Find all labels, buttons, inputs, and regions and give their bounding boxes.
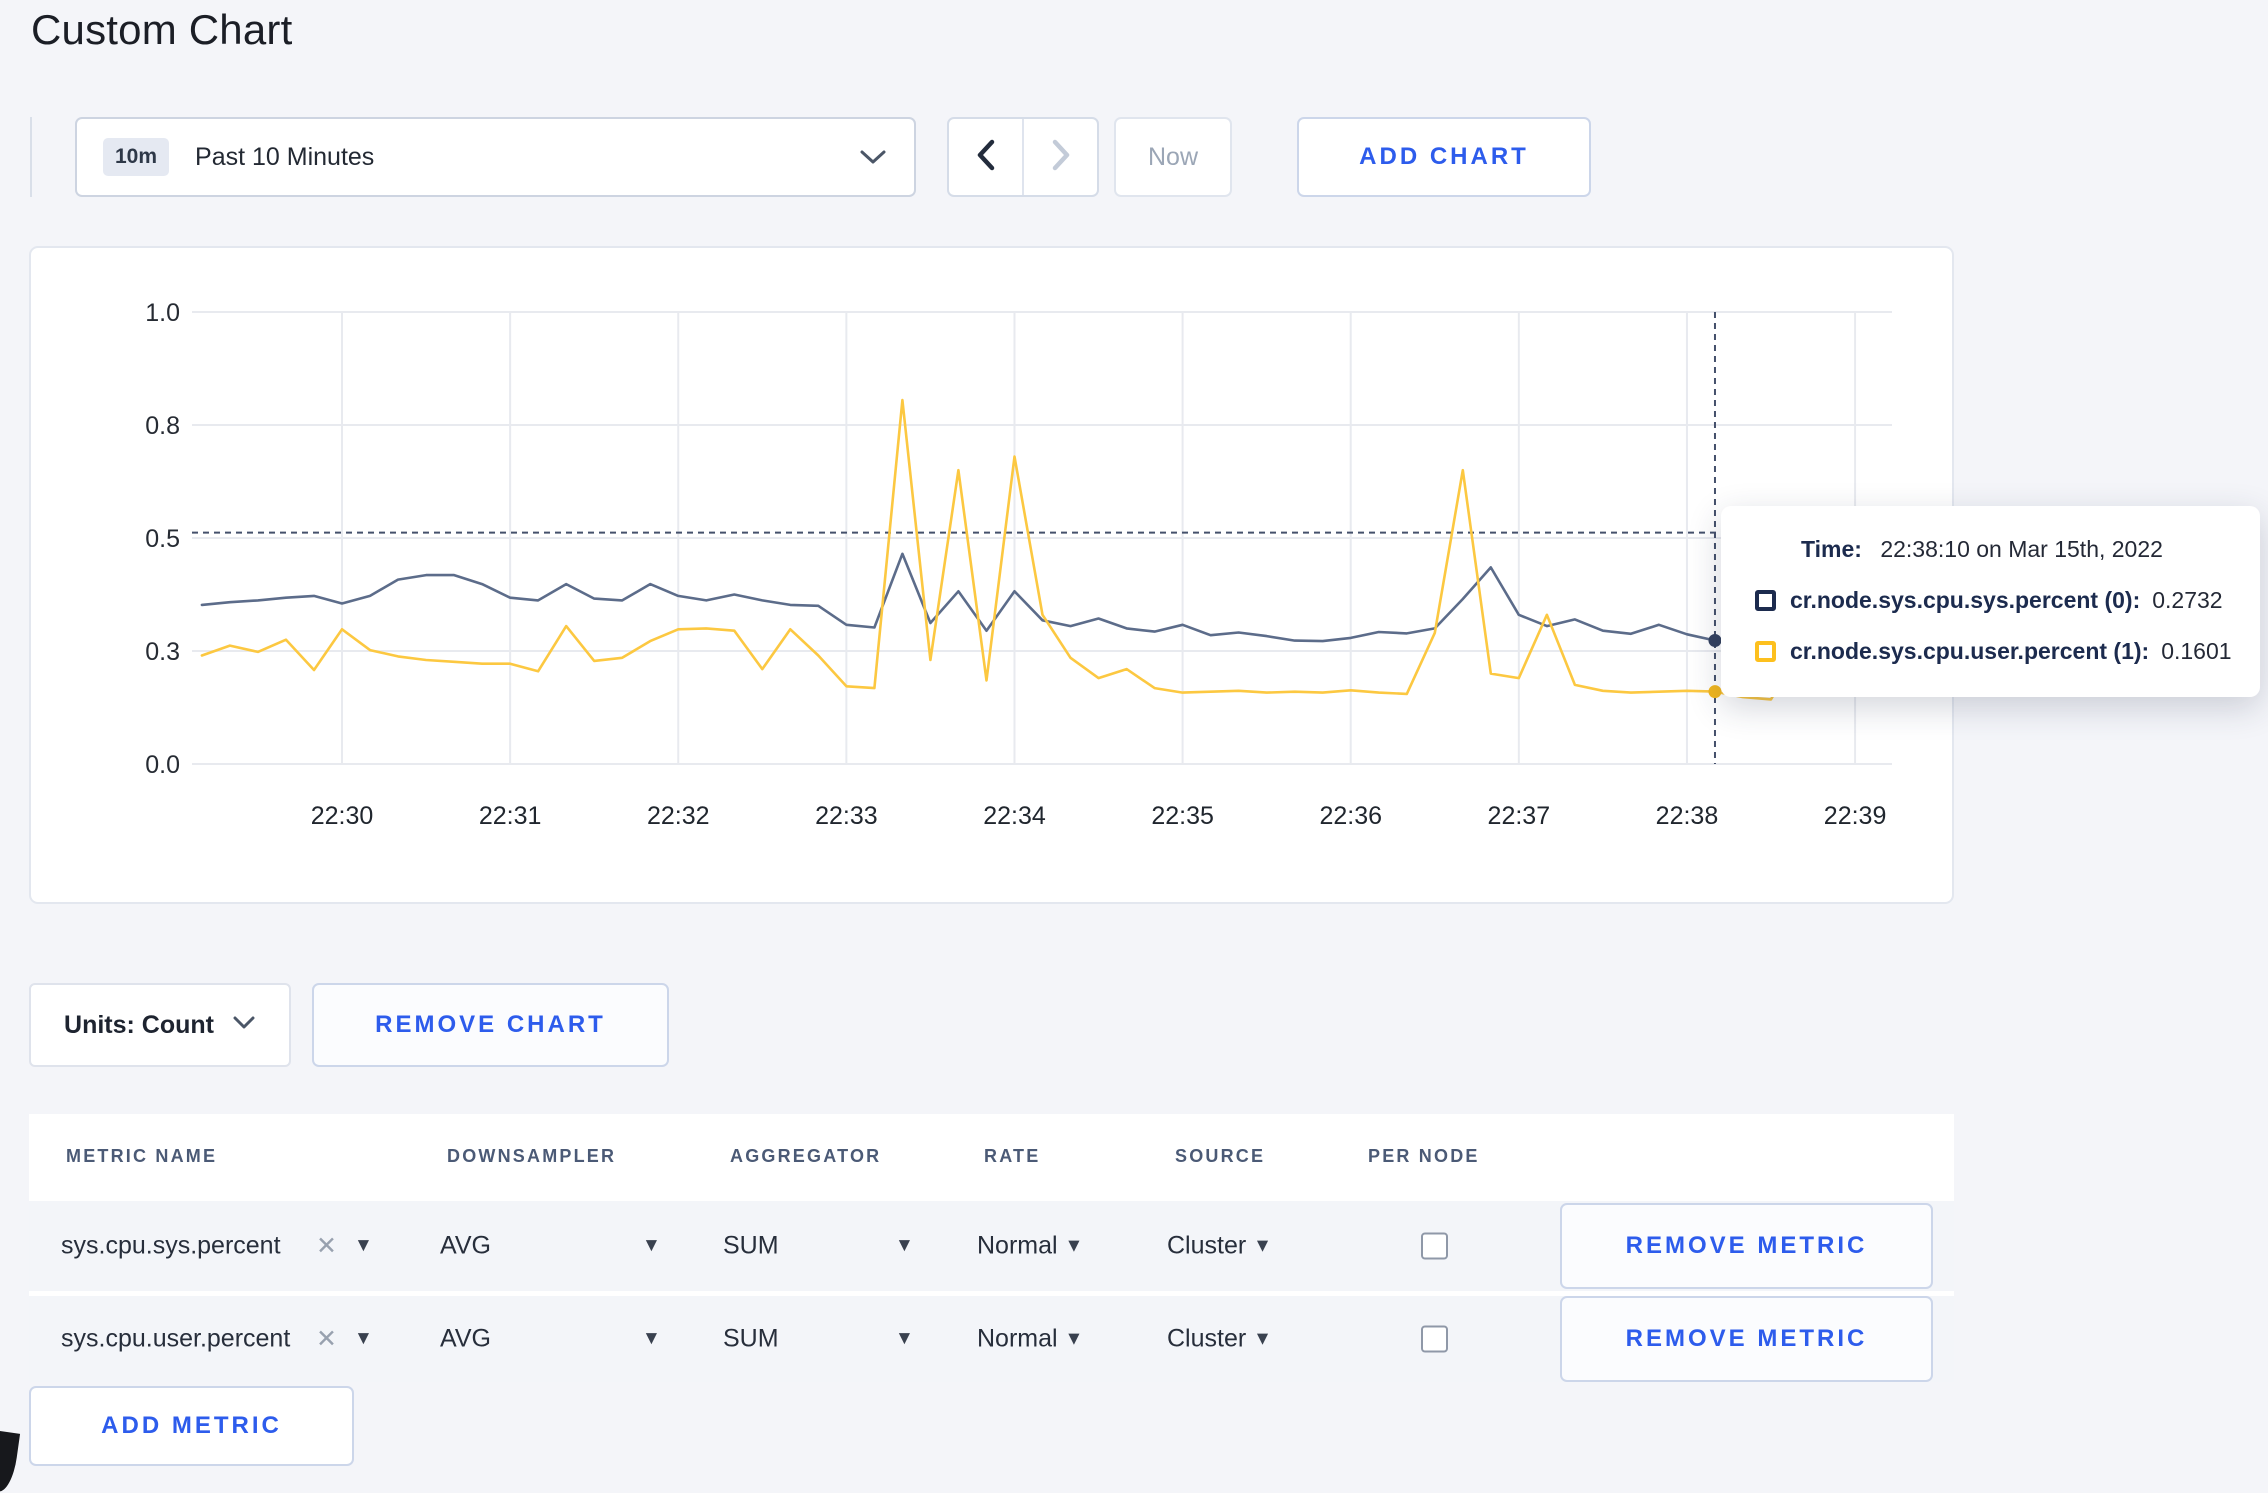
tooltip-series-row: cr.node.sys.cpu.user.percent (1): 0.1601 <box>1755 638 2240 665</box>
add-metric-button[interactable]: ADD METRIC <box>29 1386 354 1466</box>
source-select[interactable]: Cluster ▼ <box>1167 1231 1272 1260</box>
svg-text:22:34: 22:34 <box>983 802 1046 830</box>
add-chart-button[interactable]: ADD CHART <box>1297 117 1591 197</box>
units-dropdown[interactable]: Units: Count <box>29 983 291 1067</box>
svg-text:22:33: 22:33 <box>815 802 878 830</box>
svg-text:0.3: 0.3 <box>145 638 180 666</box>
svg-text:22:39: 22:39 <box>1824 802 1887 830</box>
svg-text:22:37: 22:37 <box>1488 802 1551 830</box>
caret-down-icon: ▼ <box>1064 1235 1084 1256</box>
remove-metric-button[interactable]: REMOVE METRIC <box>1560 1296 1933 1382</box>
svg-text:1.0: 1.0 <box>145 299 180 327</box>
aggregator-select[interactable]: SUM <box>723 1324 779 1353</box>
chevron-right-icon <box>1050 138 1072 177</box>
svg-text:0.0: 0.0 <box>145 751 180 779</box>
timeseries-chart[interactable]: 0.0 0.3 0.5 0.8 1.0 22:30 22:31 22:32 22:33 22:34… <box>31 248 1952 902</box>
time-window-badge: 10m <box>103 138 170 176</box>
svg-text:22:38: 22:38 <box>1656 802 1719 830</box>
chart-tooltip: Time: 22:38:10 on Mar 15th, 2022 cr.node… <box>1721 506 2260 697</box>
tooltip-series-value: 0.1601 <box>2161 638 2232 664</box>
tooltip-series-value: 0.2732 <box>2152 587 2223 613</box>
source-select[interactable]: Cluster ▼ <box>1167 1324 1272 1353</box>
table-row: sys.cpu.user.percent ✕ ▼ AVG ▼ SUM ▼ Nor… <box>29 1296 1954 1382</box>
prev-time-button[interactable] <box>949 119 1022 195</box>
tooltip-series-row: cr.node.sys.cpu.sys.percent (0): 0.2732 <box>1755 587 2240 614</box>
chevron-left-icon <box>975 138 997 177</box>
downsampler-select[interactable]: AVG <box>440 1324 491 1353</box>
column-header-metric-name: METRIC NAME <box>66 1146 218 1166</box>
caret-down-icon[interactable]: ▼ <box>642 1235 661 1256</box>
svg-text:22:35: 22:35 <box>1151 802 1214 830</box>
per-node-checkbox[interactable] <box>1421 1325 1448 1353</box>
toolbar-left-divider <box>30 117 32 197</box>
svg-text:22:32: 22:32 <box>647 802 710 830</box>
cursor-artifact <box>0 1430 21 1493</box>
remove-chart-button[interactable]: REMOVE CHART <box>312 983 669 1067</box>
next-time-button[interactable] <box>1022 119 1097 195</box>
caret-down-icon: ▼ <box>1064 1328 1084 1349</box>
column-header-rate: RATE <box>984 1146 1041 1166</box>
caret-down-icon[interactable]: ▼ <box>895 1328 914 1349</box>
column-header-source: SOURCE <box>1175 1146 1266 1166</box>
caret-down-icon[interactable]: ▼ <box>895 1235 914 1256</box>
remove-metric-button[interactable]: REMOVE METRIC <box>1560 1203 1933 1289</box>
svg-text:0.5: 0.5 <box>145 525 180 553</box>
clear-metric-icon[interactable]: ✕ <box>316 1232 337 1260</box>
svg-text:22:30: 22:30 <box>311 802 374 830</box>
svg-text:22:31: 22:31 <box>479 802 542 830</box>
clear-metric-icon[interactable]: ✕ <box>316 1325 337 1353</box>
time-window-dropdown[interactable]: 10m Past 10 Minutes <box>75 117 916 197</box>
caret-down-icon[interactable]: ▼ <box>354 1328 373 1349</box>
svg-text:22:36: 22:36 <box>1319 802 1382 830</box>
page-title: Custom Chart <box>31 6 293 53</box>
svg-text:0.8: 0.8 <box>145 412 180 440</box>
table-row: sys.cpu.sys.percent ✕ ▼ AVG ▼ SUM ▼ Norm… <box>29 1201 1954 1291</box>
tooltip-series-name: cr.node.sys.cpu.sys.percent (0): <box>1790 587 2141 613</box>
column-header-per-node: PER NODE <box>1368 1146 1480 1166</box>
caret-down-icon: ▼ <box>1253 1235 1272 1256</box>
downsampler-select[interactable]: AVG <box>440 1231 491 1260</box>
series-swatch-user <box>1755 641 1776 662</box>
chevron-down-icon <box>232 1015 256 1035</box>
metric-name-select[interactable]: sys.cpu.user.percent <box>61 1324 291 1353</box>
aggregator-select[interactable]: SUM <box>723 1231 779 1260</box>
tooltip-time-row: Time: 22:38:10 on Mar 15th, 2022 <box>1801 536 2240 563</box>
tooltip-time-value: 22:38:10 on Mar 15th, 2022 <box>1880 536 2163 562</box>
metrics-table: METRIC NAME DOWNSAMPLER AGGREGATOR RATE … <box>29 1114 1954 1382</box>
rate-select[interactable]: Normal ▼ <box>977 1324 1084 1353</box>
column-header-downsampler: DOWNSAMPLER <box>447 1146 617 1166</box>
tooltip-series-name: cr.node.sys.cpu.user.percent (1): <box>1790 638 2150 664</box>
time-pager <box>947 117 1099 197</box>
rate-select[interactable]: Normal ▼ <box>977 1231 1084 1260</box>
series-swatch-sys <box>1755 590 1776 611</box>
caret-down-icon[interactable]: ▼ <box>354 1235 373 1256</box>
time-window-label: Past 10 Minutes <box>195 142 375 171</box>
tooltip-time-label: Time: <box>1801 536 1862 562</box>
per-node-checkbox[interactable] <box>1421 1232 1448 1260</box>
caret-down-icon: ▼ <box>1253 1328 1272 1349</box>
caret-down-icon[interactable]: ▼ <box>642 1328 661 1349</box>
metric-name-select[interactable]: sys.cpu.sys.percent <box>61 1231 281 1260</box>
chevron-down-icon <box>858 148 888 166</box>
chart-card: 0.0 0.3 0.5 0.8 1.0 22:30 22:31 22:32 22:33 22:34… <box>29 246 1954 904</box>
units-label: Units: Count <box>64 1010 214 1039</box>
column-header-aggregator: AGGREGATOR <box>730 1146 882 1166</box>
now-button[interactable]: Now <box>1114 117 1232 197</box>
